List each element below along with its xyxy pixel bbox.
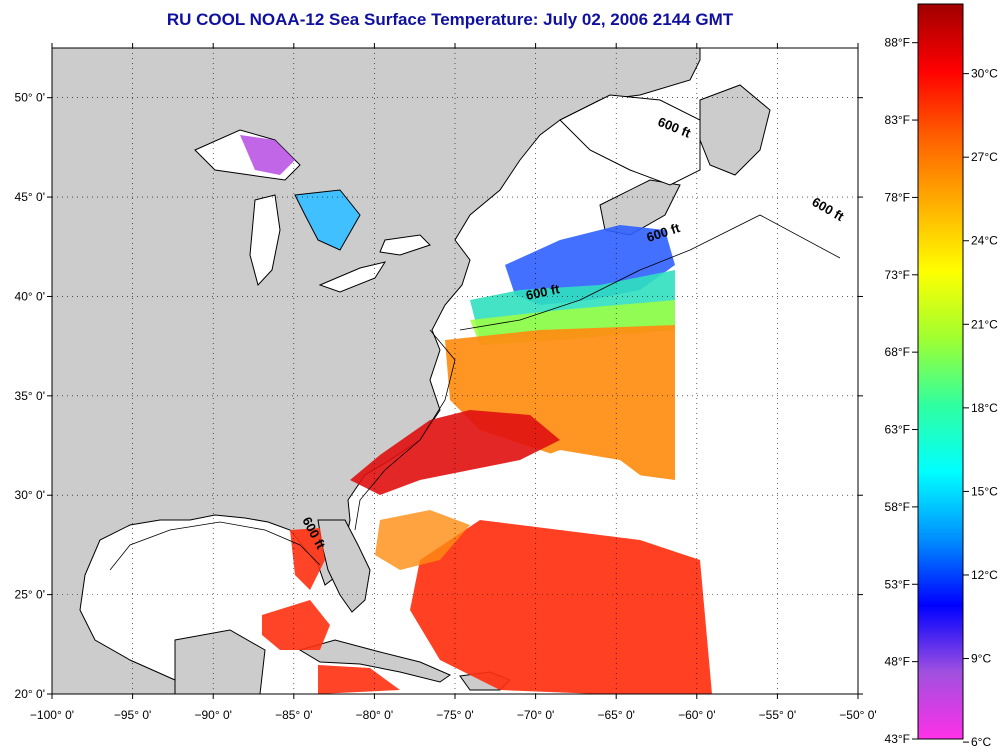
sst-gulf-red xyxy=(262,600,330,650)
lon-label: −60° 0' xyxy=(678,708,715,722)
colorbar-f-label: 68°F xyxy=(885,345,910,359)
colorbar-f-label: 48°F xyxy=(885,655,910,669)
lon-label: −85° 0' xyxy=(275,708,312,722)
colorbar-f-label: 73°F xyxy=(885,268,910,282)
lon-label: −75° 0' xyxy=(436,708,473,722)
lon-label: −70° 0' xyxy=(517,708,554,722)
longitude-labels: −100° 0' −95° 0' −90° 0' −85° 0' −80° 0' −75°… xyxy=(30,43,877,722)
colorbar-c-label: 12°C xyxy=(971,568,998,582)
colorbar-c-label: 18°C xyxy=(971,401,998,415)
lake-huron xyxy=(294,189,361,251)
colorbar-fahrenheit-labels: 88°F 83°F 78°F 73°F 68°F 63°F 58°F 53°F 48°F 43°F xyxy=(885,36,918,746)
colorbar-c-label: 30°C xyxy=(971,67,998,81)
lat-label: 35° 0' xyxy=(15,389,45,403)
colorbar-celsius-labels: 30°C 27°C 24°C 21°C 18°C 15°C 12°C 9°C 6°C xyxy=(963,67,998,749)
lake-superior-sst xyxy=(240,135,295,175)
depth-contour-line xyxy=(109,214,841,571)
colorbar-c-label: 24°C xyxy=(971,234,998,248)
sst-caribbean xyxy=(318,665,400,694)
colorbar-f-label: 88°F xyxy=(885,36,910,50)
lake-michigan xyxy=(249,194,281,287)
land-yucatan xyxy=(174,629,266,694)
land-cuba xyxy=(298,639,452,683)
sst-gulf-red-2 xyxy=(290,528,325,590)
colorbar-f-label: 78°F xyxy=(885,190,910,204)
lon-label: −95° 0' xyxy=(114,708,151,722)
colorbar-f-label: 53°F xyxy=(885,577,910,591)
gulf-st-lawrence xyxy=(559,94,701,186)
map-content xyxy=(52,48,841,694)
colorbar-f-label: 63°F xyxy=(885,423,910,437)
lat-label: 25° 0' xyxy=(15,588,45,602)
sst-south-red xyxy=(410,520,712,694)
map-title: RU COOL NOAA-12 Sea Surface Temperature:… xyxy=(166,10,734,29)
lon-label: −80° 0' xyxy=(356,708,393,722)
colorbar-c-label: 6°C xyxy=(971,735,991,749)
lon-label: −90° 0' xyxy=(194,708,231,722)
land-florida xyxy=(317,519,371,613)
lat-label: 20° 0' xyxy=(15,687,45,701)
sst-white-cloud xyxy=(480,450,660,545)
lon-label: −50° 0' xyxy=(839,708,876,722)
lat-label: 50° 0' xyxy=(15,91,45,105)
colorbar-c-label: 9°C xyxy=(971,652,991,666)
latitude-labels: 50° 0' 45° 0' 40° 0' 35° 0' 30° 0' 25° 0' 20° … xyxy=(15,91,863,701)
lon-label: −65° 0' xyxy=(597,708,634,722)
lake-erie xyxy=(318,261,387,293)
colorbar-f-label: 83°F xyxy=(885,113,910,127)
lon-label: −100° 0' xyxy=(30,708,74,722)
lat-label: 45° 0' xyxy=(15,190,45,204)
land-newfoundland xyxy=(699,84,771,176)
colorbar-c-label: 27°C xyxy=(971,150,998,164)
colorbar-c-label: 21°C xyxy=(971,317,998,331)
lat-label: 30° 0' xyxy=(15,488,45,502)
colorbar-f-label: 43°F xyxy=(885,732,910,746)
sst-gulfstream-red xyxy=(350,410,560,495)
colorbar xyxy=(917,3,964,740)
colorbar-f-label: 58°F xyxy=(885,500,910,514)
colorbar-c-label: 15°C xyxy=(971,484,998,498)
lat-label: 40° 0' xyxy=(15,289,45,303)
lon-label: −55° 0' xyxy=(759,708,796,722)
sst-south-orange xyxy=(375,510,470,570)
sst-orange-mid xyxy=(445,325,675,480)
depth-contour-label: 600 ft xyxy=(525,281,562,303)
lake-ontario xyxy=(379,234,431,256)
land-north-america xyxy=(52,48,701,694)
